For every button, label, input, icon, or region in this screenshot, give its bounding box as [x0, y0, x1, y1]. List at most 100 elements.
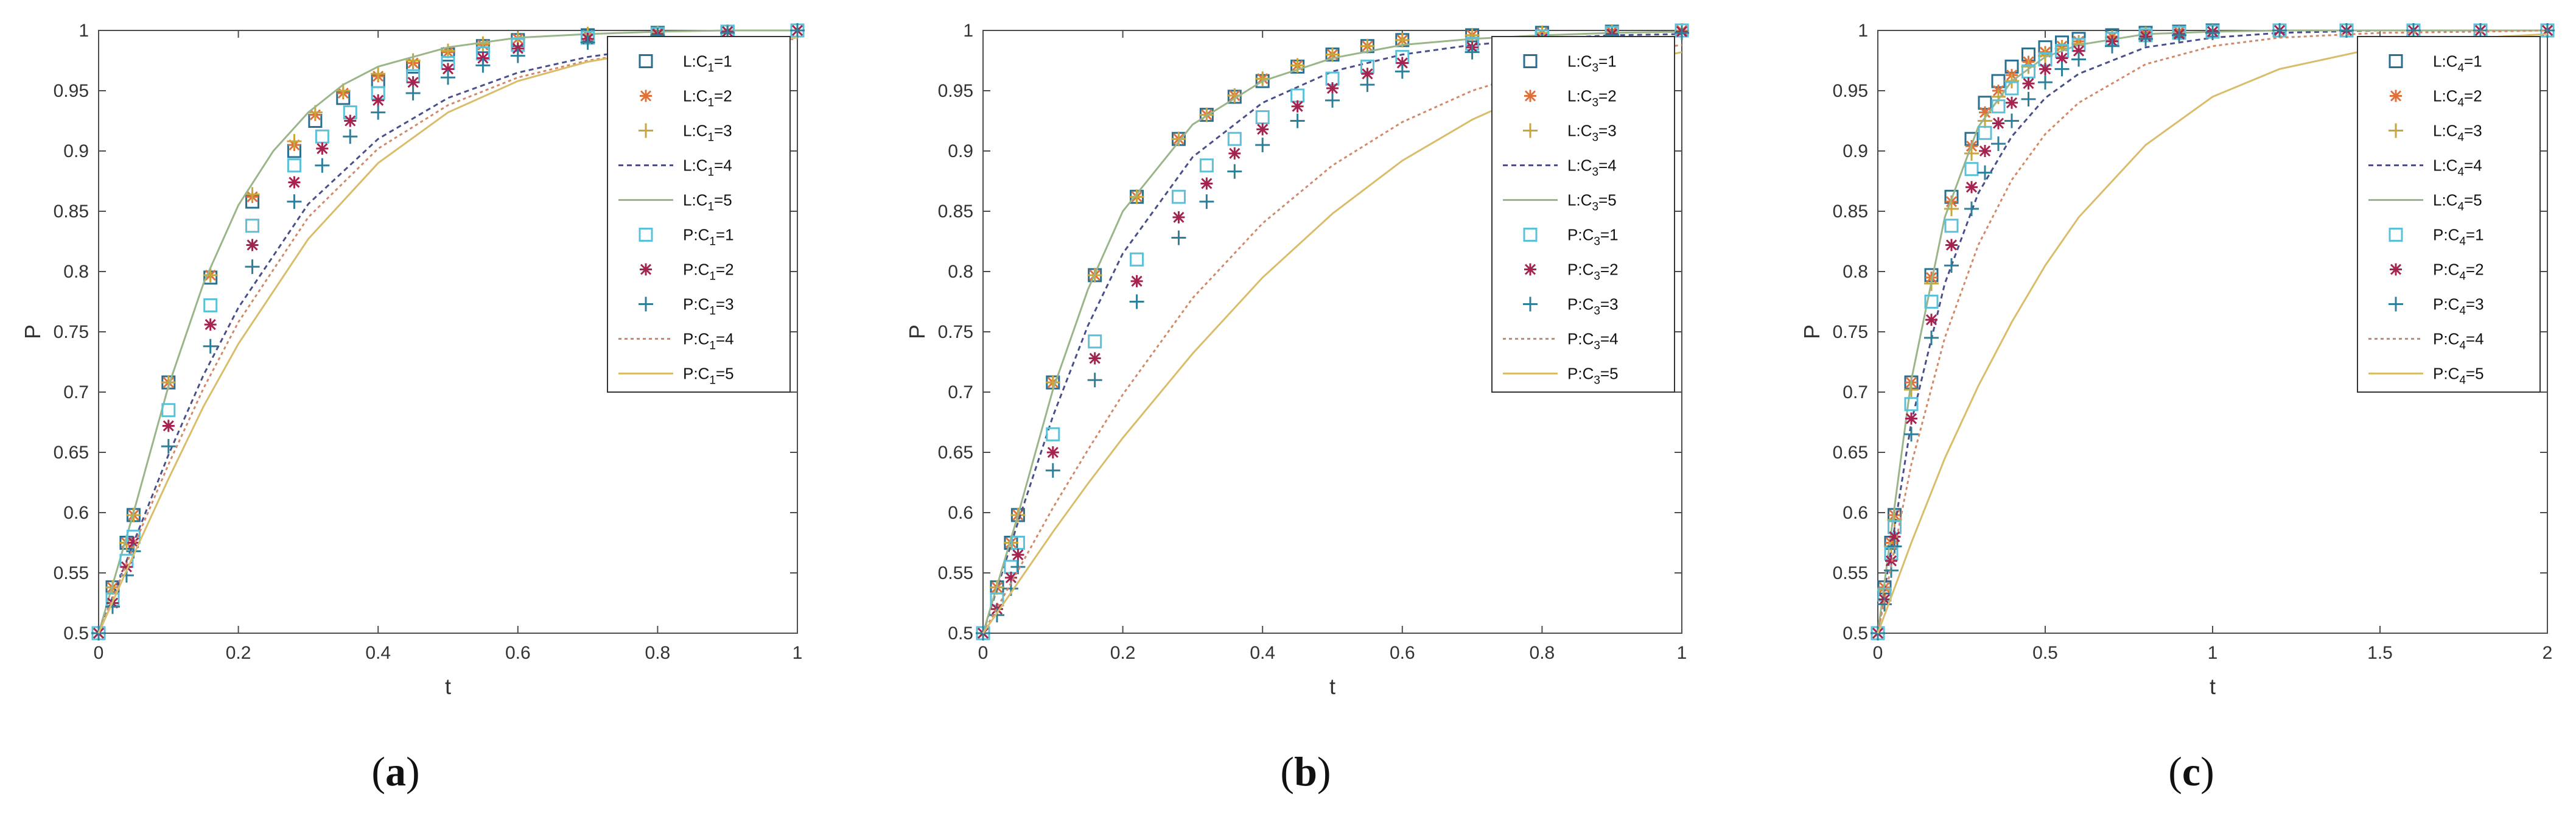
legend-label-name: P:C — [1567, 261, 1594, 279]
legend-label-subscript: 3 — [1592, 132, 1598, 144]
data-point — [1904, 427, 1919, 442]
x-tick-label: 2 — [2543, 643, 2553, 663]
legend-label-name: P:C — [2433, 226, 2459, 244]
legend-label: P:C3=1 — [1567, 226, 1619, 248]
y-tick-label: 0.85 — [1833, 202, 1868, 222]
legend: L:C3=1L:C3=2L:C3=3L:C3=4L:C3=5P:C3=1P:C3… — [1491, 36, 1675, 393]
legend-label-value: =5 — [2464, 191, 2482, 209]
legend-label: L:C3=3 — [1567, 122, 1617, 144]
data-point — [2473, 23, 2488, 38]
series-8 — [91, 23, 805, 640]
x-tick-label: 0.2 — [226, 643, 251, 663]
legend-label-subscript: 3 — [1592, 97, 1598, 110]
legend-label-name: P:C — [683, 330, 709, 348]
legend-label-subscript: 1 — [707, 62, 714, 75]
x-tick-label: 1 — [1677, 643, 1687, 663]
legend-label-name: P:C — [683, 261, 709, 279]
legend-label-value: =3 — [1600, 295, 1619, 314]
legend-label: P:C1=5 — [683, 365, 734, 387]
legend-label-value: =2 — [2466, 261, 2484, 279]
data-point — [1945, 239, 1958, 251]
legend-label-name: L:C — [1567, 52, 1592, 71]
legend-label-name: P:C — [2433, 365, 2459, 383]
legend-swatch — [2389, 123, 2403, 138]
legend-label-name: L:C — [683, 87, 707, 105]
legend-label: P:C3=4 — [1567, 330, 1619, 353]
legend-label: L:C3=2 — [1567, 87, 1617, 110]
data-point — [246, 239, 259, 251]
data-point — [1129, 189, 1144, 205]
data-point — [1010, 560, 1026, 575]
y-tick-label: 0.65 — [938, 443, 973, 463]
data-point — [790, 23, 805, 38]
legend-label-value: =4 — [1600, 330, 1619, 348]
legend: L:C1=1L:C1=2L:C1=3L:C1=4L:C1=5P:C1=1P:C1… — [607, 36, 791, 393]
data-point — [316, 142, 329, 155]
y-tick-label: 0.55 — [938, 563, 973, 583]
legend-label-subscript: 1 — [709, 236, 716, 248]
legend-label: P:C4=4 — [2433, 330, 2484, 353]
legend-swatch — [639, 123, 653, 138]
data-point — [2138, 31, 2153, 46]
data-point — [405, 53, 421, 68]
legend-label-name: P:C — [683, 295, 709, 314]
legend-label: P:C3=5 — [1567, 365, 1619, 387]
y-tick-label: 0.75 — [938, 322, 973, 342]
legend-label-value: =1 — [716, 226, 734, 244]
y-tick-label: 1 — [963, 21, 973, 41]
panel-caption-c: (c) — [2168, 748, 2214, 795]
legend-label-subscript: 3 — [1592, 201, 1598, 214]
data-point — [1012, 549, 1024, 561]
data-point — [287, 134, 302, 149]
legend-label-subscript: 4 — [2457, 97, 2464, 110]
data-point — [1991, 89, 2006, 104]
legend-label-name: L:C — [1567, 191, 1592, 209]
data-point — [315, 158, 330, 173]
data-point — [510, 48, 525, 63]
x-tick-label: 1.5 — [2367, 643, 2393, 663]
legend-swatch — [2389, 296, 2403, 312]
legend-swatch — [639, 54, 653, 68]
x-tick-label: 0.8 — [645, 643, 671, 663]
data-point — [245, 187, 260, 202]
x-axis-title: t — [445, 674, 451, 699]
legend-swatch — [640, 263, 652, 276]
y-axis-title: P — [1799, 325, 1824, 339]
x-tick-label: 0.2 — [1110, 643, 1136, 663]
y-tick-label: 0.9 — [948, 141, 973, 161]
legend-label: L:C4=5 — [2433, 191, 2482, 214]
legend-label-subscript: 4 — [2457, 166, 2464, 179]
legend-label-name: L:C — [2433, 191, 2457, 209]
legend-label: P:C1=1 — [683, 226, 734, 248]
legend-label-value: =2 — [714, 87, 732, 105]
data-point — [1887, 539, 1902, 554]
legend-swatch — [2389, 54, 2403, 68]
data-point — [161, 403, 176, 418]
legend-label-subscript: 4 — [2457, 201, 2464, 214]
legend-label: P:C3=3 — [1567, 295, 1619, 318]
data-point — [1291, 100, 1304, 113]
y-tick-label: 0.75 — [54, 322, 89, 342]
x-tick-label: 0.5 — [2032, 643, 2058, 663]
legend-label-value: =1 — [1600, 226, 1619, 244]
data-point — [1088, 334, 1102, 349]
data-point — [1255, 138, 1270, 153]
data-point — [2054, 61, 2070, 77]
data-point — [1944, 258, 1959, 273]
legend-label-subscript: 3 — [1594, 340, 1600, 353]
data-point — [2006, 96, 2018, 109]
caption-letter: c — [2182, 748, 2200, 795]
data-point — [1046, 427, 1060, 441]
legend-box — [1491, 36, 1675, 393]
data-point — [343, 129, 358, 144]
data-point — [203, 339, 218, 354]
x-axis-title: t — [1329, 674, 1335, 699]
legend-swatch — [639, 296, 653, 312]
y-tick-label: 0.8 — [63, 262, 89, 282]
legend-label-value: =1 — [2464, 52, 2482, 71]
legend-swatch — [1523, 123, 1538, 138]
y-axis-title: P — [905, 325, 929, 339]
legend-label-subscript: 1 — [707, 132, 714, 144]
legend-label-value: =5 — [716, 365, 734, 383]
data-point — [441, 43, 455, 58]
